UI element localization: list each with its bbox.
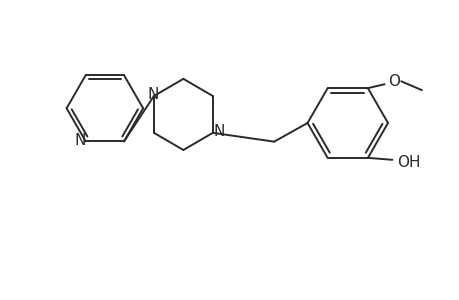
Text: N: N bbox=[147, 87, 158, 102]
Text: OH: OH bbox=[397, 155, 420, 170]
Text: N: N bbox=[213, 124, 224, 139]
Text: O: O bbox=[388, 74, 400, 89]
Text: N: N bbox=[74, 133, 85, 148]
